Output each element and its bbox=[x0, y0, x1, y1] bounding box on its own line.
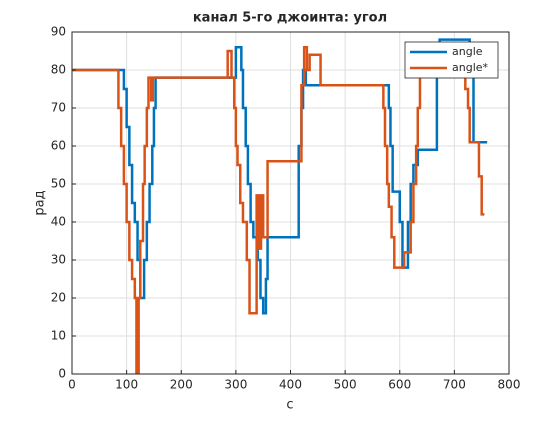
ticks: 0 100 200 300 400 500 600 700 800 0 10 20 30 40 50 60 70… bbox=[51, 25, 521, 392]
y-tick-label: 90 bbox=[51, 25, 66, 39]
legend-label: angle bbox=[452, 45, 483, 58]
legend-box bbox=[404, 41, 499, 79]
y-tick-label: 50 bbox=[51, 177, 66, 191]
x-tick-label: 400 bbox=[279, 378, 302, 392]
chart-title: канал 5-го джоинта: угол bbox=[193, 11, 387, 26]
y-tick-label: 20 bbox=[51, 291, 66, 305]
y-axis-label: рад bbox=[33, 190, 48, 215]
x-axis-label: c bbox=[286, 398, 293, 413]
x-tick-label: 600 bbox=[388, 378, 411, 392]
x-tick-label: 800 bbox=[498, 378, 521, 392]
x-tick-label: 500 bbox=[334, 378, 357, 392]
y-tick-label: 0 bbox=[58, 367, 66, 381]
y-tick-label: 10 bbox=[51, 329, 66, 343]
x-tick-label: 300 bbox=[224, 378, 247, 392]
y-tick-label: 40 bbox=[51, 215, 66, 229]
x-tick-label: 200 bbox=[170, 378, 193, 392]
data-line bbox=[72, 45, 485, 374]
legend: angle angle* bbox=[404, 41, 499, 79]
lines bbox=[72, 38, 488, 374]
y-tick-label: 60 bbox=[51, 139, 66, 153]
y-tick-label: 80 bbox=[51, 63, 66, 77]
y-tick-label: 70 bbox=[51, 101, 66, 115]
x-tick-label: 700 bbox=[443, 378, 466, 392]
x-tick-label: 100 bbox=[115, 378, 138, 392]
legend-label: angle* bbox=[452, 61, 489, 74]
x-tick-label: 0 bbox=[68, 378, 76, 392]
y-tick-label: 30 bbox=[51, 253, 66, 267]
